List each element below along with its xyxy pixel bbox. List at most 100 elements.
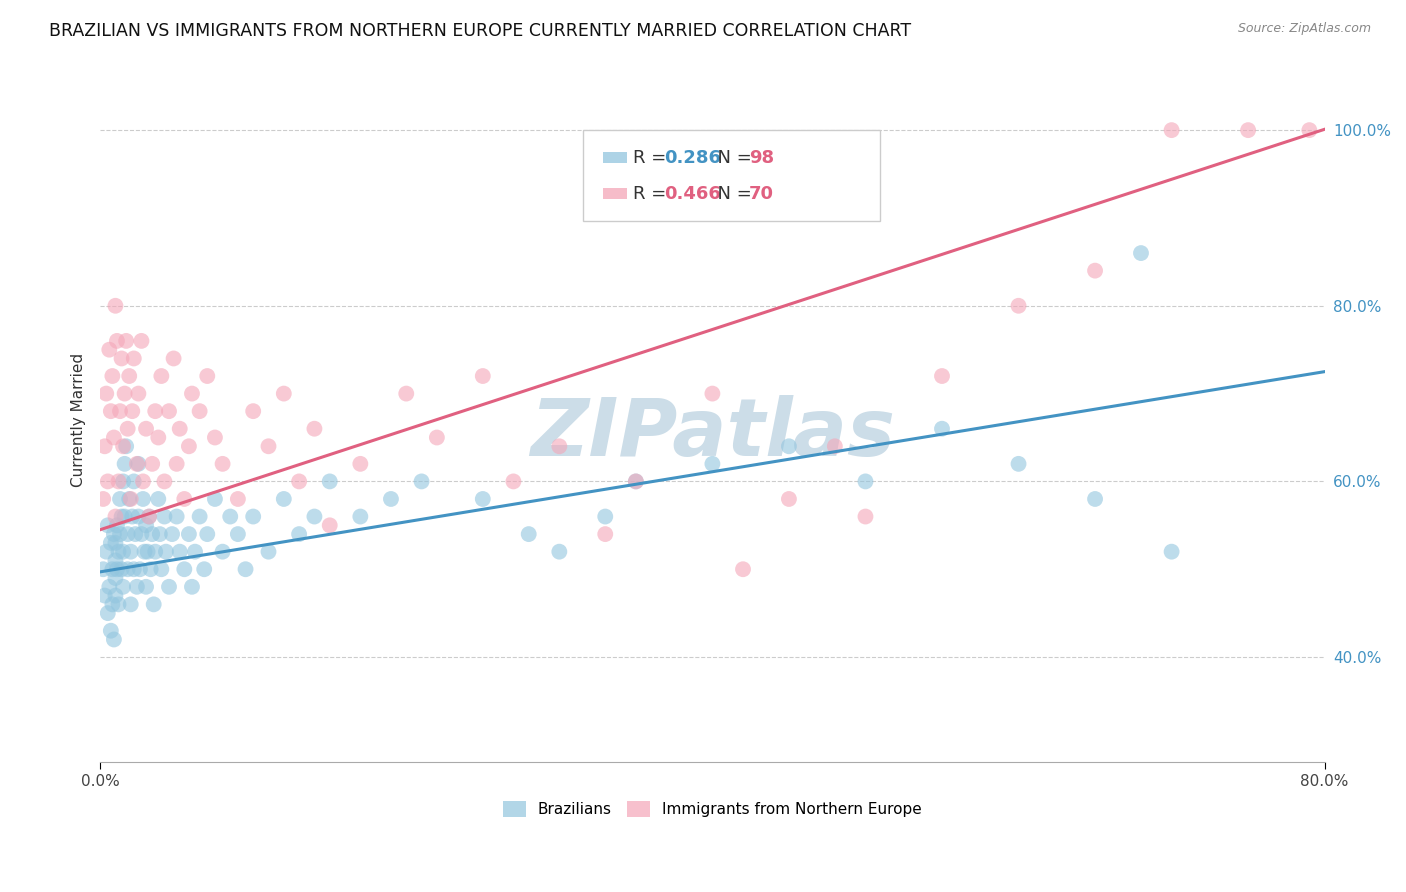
Point [104, 536, 127, 550]
Point [824, 439, 846, 453]
Point [97, 475, 120, 489]
Point [100, 624, 122, 638]
Point [931, 422, 953, 436]
Point [1084, 263, 1107, 277]
Point [104, 299, 127, 313]
Point [273, 386, 295, 401]
Point [166, 457, 188, 471]
Point [548, 544, 571, 558]
Point [157, 580, 180, 594]
Point [127, 457, 149, 471]
Text: 70: 70 [749, 185, 773, 202]
Point [127, 509, 149, 524]
Point [624, 475, 647, 489]
Point [1298, 123, 1320, 137]
Text: N =: N = [706, 149, 758, 167]
Point [110, 509, 132, 524]
Point [96, 544, 118, 558]
Point [169, 422, 191, 436]
Point [153, 509, 176, 524]
Point [257, 439, 280, 453]
Point [103, 430, 125, 444]
Text: ZIPatlas: ZIPatlas [530, 394, 894, 473]
Point [143, 544, 166, 558]
Text: 0.286: 0.286 [664, 149, 721, 167]
Point [855, 509, 877, 524]
Point [121, 509, 143, 524]
Point [702, 457, 724, 471]
Text: BRAZILIAN VS IMMIGRANTS FROM NORTHERN EUROPE CURRENTLY MARRIED CORRELATION CHART: BRAZILIAN VS IMMIGRANTS FROM NORTHERN EU… [49, 22, 911, 40]
Point [104, 571, 127, 585]
Point [124, 527, 146, 541]
Point [131, 334, 153, 348]
Point [702, 386, 724, 401]
Point [150, 562, 173, 576]
Point [211, 457, 233, 471]
Legend: Brazilians, Immigrants from Northern Europe: Brazilians, Immigrants from Northern Eur… [496, 795, 928, 823]
Point [204, 430, 226, 444]
Point [235, 562, 257, 576]
Point [177, 527, 200, 541]
Point [104, 589, 127, 603]
Point [166, 509, 188, 524]
Point [471, 491, 494, 506]
Point [105, 562, 128, 576]
Point [157, 404, 180, 418]
Point [153, 475, 176, 489]
Point [778, 439, 800, 453]
Point [96, 386, 118, 401]
Point [149, 527, 172, 541]
Point [195, 527, 218, 541]
Point [114, 386, 136, 401]
Point [122, 351, 145, 366]
Point [135, 422, 157, 436]
Point [273, 491, 295, 506]
Point [1237, 123, 1260, 137]
Text: N =: N = [706, 185, 758, 202]
Point [395, 386, 418, 401]
Point [143, 404, 166, 418]
Point [104, 553, 127, 567]
Point [411, 475, 433, 489]
Point [1160, 123, 1182, 137]
Point [148, 430, 170, 444]
Point [100, 404, 122, 418]
Point [107, 475, 129, 489]
Point [103, 527, 125, 541]
Point [98, 343, 121, 357]
Point [101, 562, 124, 576]
Point [117, 562, 139, 576]
Point [112, 544, 135, 558]
Point [134, 544, 156, 558]
Point [131, 527, 153, 541]
Point [120, 598, 142, 612]
Point [100, 536, 122, 550]
Point [931, 369, 953, 384]
Point [380, 491, 402, 506]
Point [121, 404, 143, 418]
Point [188, 509, 211, 524]
Point [304, 509, 326, 524]
Point [112, 580, 135, 594]
Point [105, 518, 128, 533]
Point [138, 509, 160, 524]
Point [242, 509, 264, 524]
Point [118, 369, 141, 384]
Point [624, 475, 647, 489]
Point [132, 491, 155, 506]
Point [110, 351, 132, 366]
Point [184, 544, 207, 558]
Point [471, 369, 494, 384]
Text: Source: ZipAtlas.com: Source: ZipAtlas.com [1237, 22, 1371, 36]
Point [129, 562, 152, 576]
Point [122, 475, 145, 489]
Point [593, 509, 616, 524]
Point [349, 509, 371, 524]
Point [120, 491, 142, 506]
Point [112, 439, 135, 453]
Point [593, 527, 616, 541]
Point [226, 527, 249, 541]
Point [226, 491, 249, 506]
Point [117, 527, 139, 541]
Point [118, 491, 141, 506]
